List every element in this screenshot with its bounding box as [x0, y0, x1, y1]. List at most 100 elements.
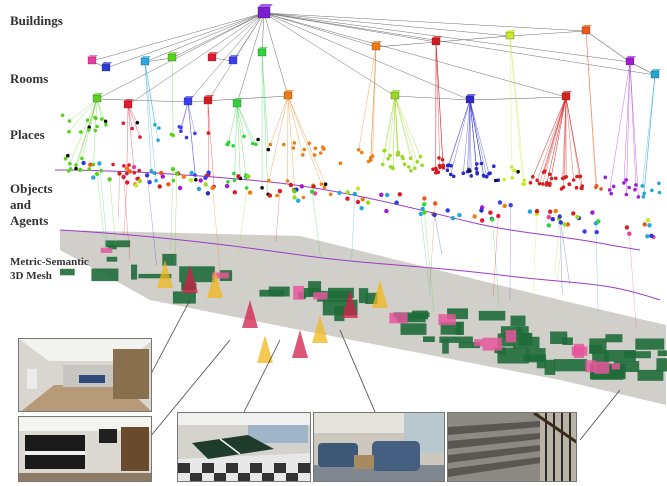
- place-node: [541, 182, 545, 186]
- room-place-edge: [236, 103, 245, 137]
- object-node: [188, 178, 194, 183]
- place-node: [256, 137, 260, 142]
- place-node: [433, 166, 438, 171]
- place-node: [420, 163, 425, 168]
- building-room-edge: [187, 12, 265, 103]
- place-node: [171, 133, 175, 138]
- object-node: [596, 219, 601, 224]
- mesh-object: [505, 330, 517, 343]
- object-node: [309, 189, 315, 194]
- photo-callout-line: [151, 299, 191, 373]
- room-place-edge: [609, 61, 631, 190]
- place-node: [301, 195, 306, 200]
- place-node: [260, 186, 264, 190]
- mesh-patch: [396, 314, 426, 323]
- mesh-patch: [358, 288, 369, 304]
- object-node: [292, 189, 297, 194]
- place-node: [313, 146, 318, 151]
- object-node: [490, 217, 495, 222]
- place-node: [492, 164, 496, 168]
- object-mesh-edge: [99, 163, 108, 249]
- mesh-object: [293, 285, 304, 300]
- mesh-patch: [60, 268, 75, 276]
- object-mesh-edge: [434, 214, 443, 256]
- room-node: [183, 97, 193, 106]
- room-node: [92, 94, 102, 103]
- place-node: [547, 172, 552, 176]
- room-place-edge: [69, 98, 98, 122]
- place-node: [292, 141, 297, 145]
- object-mesh-edge: [174, 173, 178, 264]
- object-node: [299, 184, 304, 189]
- object-node: [94, 171, 100, 177]
- room-place-edge: [447, 99, 471, 171]
- room-place-edge: [287, 95, 289, 182]
- object-node: [645, 234, 650, 239]
- building-room-edge: [263, 12, 471, 101]
- mesh-patch: [138, 273, 172, 279]
- place-node: [85, 118, 90, 122]
- object-node: [496, 213, 501, 219]
- object-node: [384, 208, 389, 214]
- room-place-edge: [530, 96, 567, 183]
- photo-callout-line: [243, 339, 281, 413]
- place-node: [232, 178, 237, 183]
- room-place-edge: [358, 46, 377, 150]
- object-mesh-edge: [509, 205, 511, 300]
- object-mesh-edge: [123, 176, 130, 260]
- place-node: [633, 187, 637, 192]
- mesh-patch: [458, 342, 481, 349]
- graph-edges: [68, 12, 656, 328]
- room-place-edge: [564, 96, 567, 178]
- label-objects-line3: Agents: [10, 213, 49, 228]
- label-objects-line2: and: [10, 197, 31, 212]
- room-node-top: [258, 47, 268, 49]
- place-node: [440, 158, 445, 162]
- object-mesh-edge: [420, 213, 431, 297]
- object-node: [125, 180, 130, 185]
- room-place-edge: [467, 99, 471, 172]
- place-node: [356, 148, 361, 152]
- place-node: [226, 180, 230, 184]
- place-node: [328, 192, 333, 197]
- place-node: [521, 182, 525, 186]
- place-node: [95, 124, 99, 129]
- building-node: [257, 6, 271, 19]
- mesh-patch: [439, 336, 473, 343]
- place-node: [493, 178, 498, 183]
- object-node: [198, 178, 203, 183]
- room-node-top: [208, 52, 218, 54]
- room-place-edge: [75, 98, 98, 169]
- place-node: [657, 190, 662, 195]
- object-node: [379, 192, 384, 197]
- object-node: [433, 201, 438, 206]
- room-room-edge: [375, 41, 437, 48]
- place-node: [74, 163, 78, 167]
- mesh-patch: [603, 350, 636, 362]
- object-node: [196, 186, 202, 192]
- place-node: [381, 162, 385, 167]
- building-room-edge: [261, 12, 265, 54]
- object-node: [91, 175, 96, 180]
- mesh-patch: [365, 292, 378, 304]
- room-node: [123, 100, 133, 109]
- room-node: [257, 48, 267, 57]
- object-node: [422, 202, 427, 207]
- object-node: [117, 171, 122, 176]
- place-node: [516, 169, 520, 174]
- room-node: [207, 53, 217, 62]
- place-node: [281, 142, 286, 147]
- place-node: [479, 161, 484, 166]
- mesh-patch: [589, 345, 603, 354]
- room-place-edge: [394, 95, 418, 162]
- object-node: [571, 211, 576, 216]
- building-room-edge: [263, 12, 377, 48]
- room-node: [561, 92, 571, 101]
- object-node: [546, 214, 551, 220]
- object-node: [288, 182, 294, 188]
- place-node: [409, 169, 413, 173]
- room-place-edge: [469, 99, 482, 164]
- room-place-edge: [623, 61, 631, 183]
- place-node: [74, 166, 78, 171]
- place-node: [510, 176, 514, 180]
